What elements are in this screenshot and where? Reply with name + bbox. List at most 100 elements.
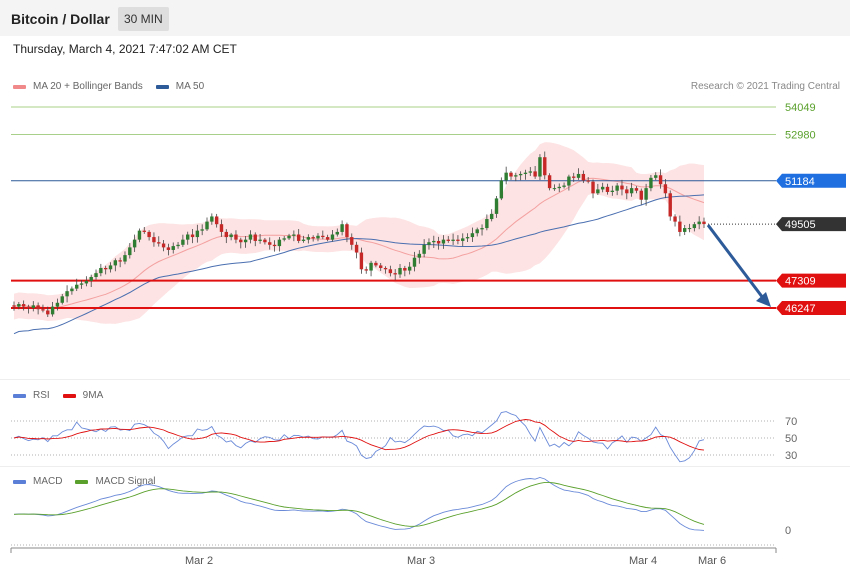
candle-body [277, 239, 282, 247]
candle-body [441, 239, 446, 244]
candle-body [509, 172, 513, 177]
candle-body [186, 234, 190, 240]
candle-body [157, 242, 161, 244]
legend-macd-signal-label: MACD Signal [95, 476, 156, 487]
rsi-ma-swatch [62, 393, 76, 398]
price-tag [776, 217, 846, 232]
candle-body [682, 228, 687, 232]
candle-body [374, 262, 378, 266]
candle-body [649, 177, 653, 189]
candle-body [388, 269, 393, 274]
candle-body [41, 309, 45, 311]
candle-body [625, 189, 629, 194]
legend-9ma-label: 9MA [82, 390, 104, 401]
candle-body [379, 265, 383, 268]
candle-body [311, 237, 315, 239]
candle-body [489, 213, 494, 220]
candle-body [296, 234, 301, 241]
timeframe-button[interactable]: 30 MIN [118, 7, 169, 31]
candle-body [451, 239, 455, 241]
bollinger-band [14, 142, 704, 324]
forecast-arrow [706, 224, 768, 303]
price-legend: MA 20 + Bollinger Bands MA 50 [13, 81, 217, 92]
price-tag [776, 301, 846, 315]
forecast-arrowhead [756, 292, 771, 307]
price-level-label: 54049 [785, 102, 816, 114]
candle-body [494, 198, 499, 214]
candle-body [335, 231, 339, 235]
legend-macd-label: MACD [33, 476, 63, 487]
ma50-line [13, 194, 705, 335]
candle-body [668, 193, 672, 217]
candle-body [697, 221, 701, 225]
candle-body [272, 244, 277, 247]
candle-body [393, 273, 397, 275]
candle-body [26, 306, 31, 308]
price-level-label: 51184 [785, 176, 815, 188]
candle-body [629, 188, 634, 194]
candle-body [75, 284, 79, 289]
candle-body [161, 243, 166, 248]
timestamp: Thursday, March 4, 2021 7:47:02 AM CET [13, 42, 237, 56]
candle-body [692, 224, 697, 229]
candle-body [610, 190, 615, 192]
candle-body [147, 231, 151, 238]
candle-body [31, 305, 36, 308]
chart-header: Bitcoin / Dollar 30 MIN [0, 0, 850, 36]
candle-body [470, 233, 475, 238]
legend-ma50-label: MA 50 [175, 81, 205, 92]
candle-body [485, 219, 489, 229]
candle-body [268, 242, 272, 245]
candle-body [456, 239, 460, 241]
candle-body [113, 260, 118, 266]
x-tick-label: Mar 4 [629, 555, 657, 567]
candle-body [678, 221, 682, 232]
panel-divider [0, 379, 850, 380]
candle-body [152, 237, 156, 243]
price-level-label: 49505 [785, 219, 816, 231]
candle-body [50, 306, 55, 315]
candle-body [417, 253, 422, 258]
rsi-tick-label: 50 [785, 433, 797, 445]
candle-body [576, 173, 581, 178]
candle-body [581, 173, 586, 181]
candle-body [282, 238, 286, 240]
macd-tick-label: 0 [785, 525, 791, 537]
candle-body [132, 239, 137, 248]
copyright: Research © 2021 Trading Central [690, 81, 840, 92]
candle-body [639, 190, 643, 200]
rsi-tick-label: 70 [785, 416, 797, 428]
candle-body [123, 255, 127, 262]
candle-body [702, 221, 706, 225]
candle-body [422, 244, 426, 254]
candle-body [306, 237, 311, 240]
candle-body [229, 234, 233, 238]
candle-body [465, 237, 470, 239]
candle-body [398, 267, 402, 275]
candle-body [171, 246, 175, 250]
candle-body [663, 184, 668, 194]
rsi-legend: RSI 9MA [13, 390, 116, 401]
candle-body [137, 230, 142, 240]
candle-body [591, 181, 595, 194]
candle-body [499, 180, 504, 199]
candle-body [673, 216, 677, 222]
candle-body [17, 304, 21, 307]
candle-body [248, 234, 253, 240]
candle-body [475, 229, 479, 234]
candle-body [354, 244, 359, 253]
candle-body [181, 239, 185, 245]
macd-swatch [13, 479, 26, 484]
candle-body [518, 173, 523, 176]
candle-body [321, 235, 325, 238]
candle-body [543, 157, 547, 176]
candle-body [292, 234, 296, 236]
candle-body [263, 239, 267, 243]
ma50-swatch [155, 84, 169, 89]
candle-body [239, 239, 243, 243]
candle-body [128, 247, 132, 256]
candle-body [190, 234, 195, 238]
candle-body [654, 175, 658, 178]
macd-line [13, 477, 705, 531]
